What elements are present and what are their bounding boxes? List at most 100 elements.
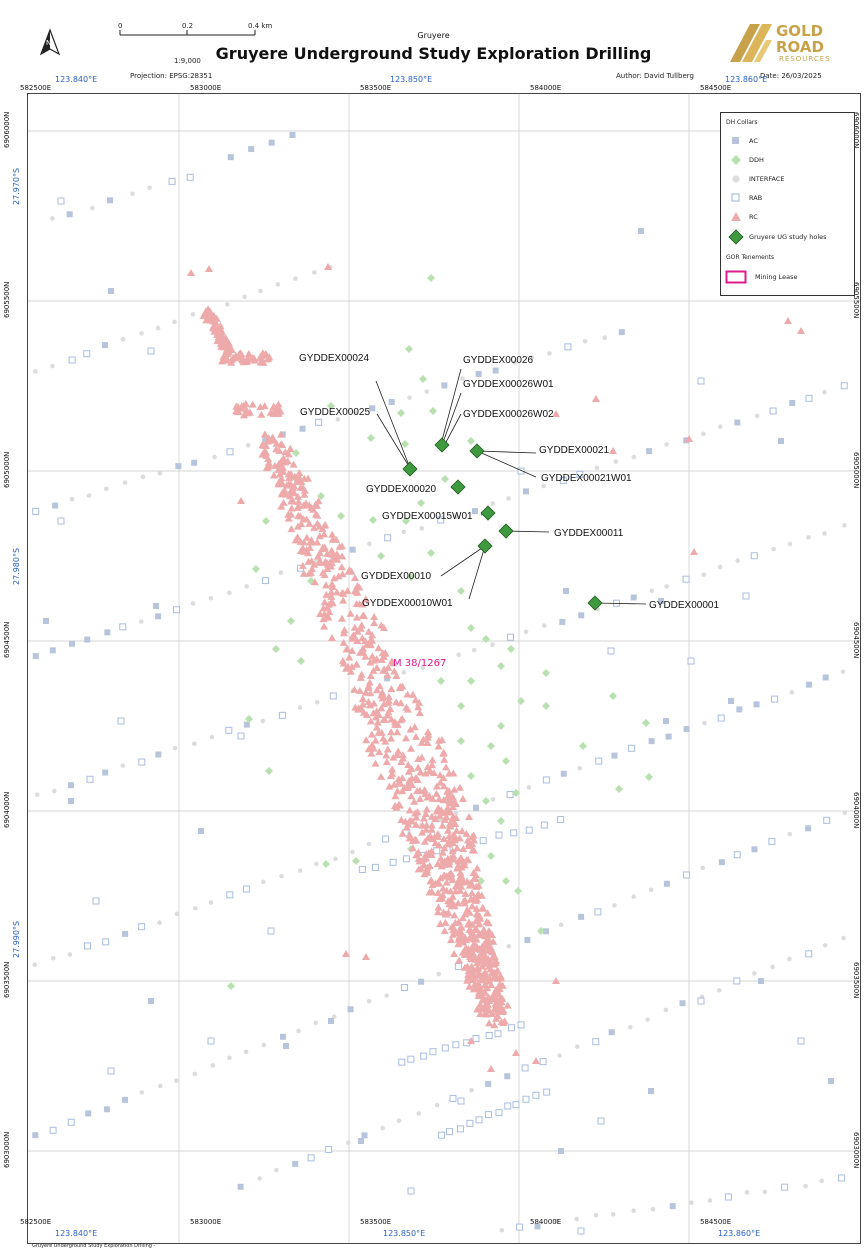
study-hole-marker <box>480 505 496 521</box>
ddh-collar <box>272 645 280 653</box>
rc-collar <box>277 474 286 482</box>
rc-collar <box>377 772 386 780</box>
interface-collar <box>396 1118 402 1123</box>
rc-collar <box>377 728 386 736</box>
ac-collar <box>191 459 198 466</box>
interface-collar <box>472 647 477 653</box>
rab-collar <box>449 1094 457 1102</box>
ac-collar <box>122 930 129 937</box>
study-hole-label: GYDDEX00020 <box>366 484 436 495</box>
rc-collar <box>383 745 392 753</box>
interface-collar <box>822 943 828 948</box>
rc-collar <box>379 715 388 723</box>
rc-collar <box>442 808 451 816</box>
northing-right-4: 6904500N <box>852 622 860 659</box>
rc-collar <box>366 658 375 666</box>
rc-collar <box>352 660 361 668</box>
rab-collar <box>438 1131 446 1139</box>
ac-collar <box>227 154 234 161</box>
rc-collar <box>478 995 487 1003</box>
logo-mark-icon <box>730 24 772 62</box>
rc-collar <box>327 597 336 605</box>
rc-collar <box>346 667 355 675</box>
rc-collar <box>423 733 432 741</box>
rc-collar <box>424 849 433 857</box>
rc-collar <box>354 705 363 713</box>
rc-collar <box>411 835 420 843</box>
interface-collar <box>664 442 669 447</box>
rc-collar <box>468 942 477 950</box>
rc-collar <box>270 461 279 469</box>
rc-collar <box>428 761 437 769</box>
rc-collar <box>784 317 792 324</box>
rc-collar <box>423 834 432 842</box>
rab-collar <box>429 1048 437 1056</box>
rc-collar <box>343 587 352 595</box>
rab-collar <box>517 467 525 475</box>
rc-collar <box>488 968 497 976</box>
interface-collar <box>139 331 144 336</box>
rc-collar <box>472 955 481 963</box>
rab-collar <box>456 1125 464 1133</box>
rc-collar <box>377 704 386 712</box>
rab-collar <box>86 775 94 783</box>
interface-collar <box>174 1078 179 1084</box>
rc-collar <box>462 856 471 864</box>
interface-collar <box>313 1020 319 1026</box>
ac-collar <box>559 618 566 625</box>
interface-collar <box>787 541 793 547</box>
legend-rc-label: RC <box>749 213 758 221</box>
rab-collar <box>358 866 366 874</box>
northing-right-6: 6903500N <box>852 962 860 999</box>
interface-collar <box>258 288 263 294</box>
interface-collar <box>279 873 284 879</box>
rc-collar <box>334 572 343 580</box>
ac-collars <box>32 132 834 1230</box>
rc-collar <box>485 1019 494 1027</box>
ac-collar <box>805 825 812 832</box>
rab-collar <box>823 816 831 824</box>
rc-collar <box>552 410 560 417</box>
interface-collar <box>700 865 706 871</box>
rc-collar <box>358 634 367 642</box>
interface-collar <box>613 459 619 464</box>
rc-collar <box>458 938 467 946</box>
rc-collar <box>472 882 481 890</box>
rc-collar <box>434 903 443 911</box>
north-arrow-icon: N <box>38 28 62 60</box>
interface-collar <box>32 962 38 967</box>
rab-collar <box>733 977 741 985</box>
rc-collar <box>272 445 281 453</box>
lon-bottom-1: 123.840°E <box>55 1229 98 1238</box>
ac-collar <box>648 1088 654 1094</box>
rc-collar <box>445 831 454 839</box>
rc-collar <box>284 514 293 522</box>
rab-collar <box>267 927 275 935</box>
rc-collar <box>294 501 303 509</box>
rc-collar <box>302 533 311 541</box>
interface-collar <box>193 905 198 911</box>
interface-collar <box>366 841 372 847</box>
rc-collar <box>482 1004 491 1012</box>
easting-top-5: 584500E <box>700 84 732 92</box>
rc-collar <box>263 355 272 363</box>
rc-collar <box>442 910 451 918</box>
interface-collar <box>547 351 552 356</box>
rc-collar <box>357 621 366 629</box>
ac-collar <box>262 436 269 443</box>
ac-collar <box>806 681 813 688</box>
rc-collar <box>419 814 428 822</box>
rc-collar <box>201 307 210 315</box>
map-date: Date: 26/03/2025 <box>760 72 822 80</box>
rc-collar <box>339 638 348 646</box>
rc-collar <box>384 696 393 704</box>
rab-collars <box>32 173 848 1235</box>
rc-collar <box>463 946 472 954</box>
rc-collar <box>339 589 348 597</box>
rc-collar <box>392 803 401 811</box>
ac-collar <box>665 733 672 740</box>
study-hole-label: GYDDEX00001 <box>649 600 719 611</box>
ddh-collar <box>327 402 335 410</box>
rc-collar <box>224 348 233 356</box>
rc-collar <box>408 817 417 825</box>
